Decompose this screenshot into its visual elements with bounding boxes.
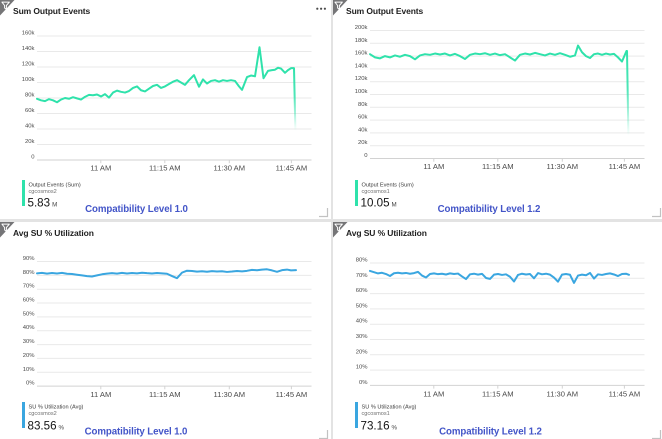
svg-text:Compatibility Level 1.2: Compatibility Level 1.2	[438, 204, 541, 215]
svg-text:80k: 80k	[358, 102, 368, 108]
svg-text:11:15 AM: 11:15 AM	[482, 389, 514, 398]
svg-text:80%: 80%	[23, 269, 36, 275]
svg-text:SU % Utilization (Avg): SU % Utilization (Avg)	[29, 404, 84, 410]
svg-text:11:45 AM: 11:45 AM	[276, 164, 308, 173]
svg-text:50%: 50%	[356, 303, 369, 309]
svg-text:20k: 20k	[25, 139, 35, 145]
svg-text:cgcosmos2: cgcosmos2	[29, 411, 57, 417]
svg-text:Avg SU % Utilization: Avg SU % Utilization	[13, 228, 94, 238]
svg-text:30%: 30%	[356, 334, 369, 340]
svg-text:Avg SU % Utilization: Avg SU % Utilization	[346, 228, 427, 238]
svg-text:0: 0	[364, 153, 368, 159]
svg-text:30%: 30%	[23, 339, 36, 345]
svg-text:11:15 AM: 11:15 AM	[482, 162, 514, 171]
svg-text:10%: 10%	[23, 366, 36, 372]
svg-text:50%: 50%	[23, 311, 36, 317]
svg-text:11 AM: 11 AM	[423, 389, 444, 398]
svg-text:83.56%: 83.56%	[28, 419, 65, 432]
svg-text:73.16%: 73.16%	[361, 419, 398, 432]
svg-text:11:45 AM: 11:45 AM	[609, 162, 641, 171]
svg-text:90%: 90%	[23, 256, 36, 262]
svg-text:20k: 20k	[358, 140, 368, 146]
svg-text:0%: 0%	[359, 379, 368, 385]
svg-text:Compatibility Level 1.0: Compatibility Level 1.0	[85, 204, 188, 215]
svg-text:Compatibility Level 1.0: Compatibility Level 1.0	[85, 426, 188, 437]
svg-text:Output Events (Sum): Output Events (Sum)	[29, 183, 81, 189]
svg-text:11:15 AM: 11:15 AM	[149, 164, 181, 173]
svg-text:180k: 180k	[355, 38, 368, 44]
svg-text:80%: 80%	[356, 257, 369, 263]
svg-text:11 AM: 11 AM	[90, 390, 111, 399]
svg-text:60k: 60k	[25, 108, 35, 114]
svg-text:120k: 120k	[22, 62, 35, 68]
svg-text:cgcosmos2: cgcosmos2	[29, 189, 57, 195]
svg-text:10%: 10%	[356, 364, 369, 370]
svg-text:100k: 100k	[22, 77, 35, 83]
svg-text:60k: 60k	[358, 115, 368, 121]
svg-text:40k: 40k	[358, 127, 368, 133]
svg-text:40%: 40%	[23, 325, 36, 331]
svg-text:Sum Output Events: Sum Output Events	[13, 6, 91, 16]
svg-text:cgcosmos1: cgcosmos1	[362, 411, 390, 417]
svg-text:160k: 160k	[22, 31, 35, 37]
svg-text:70%: 70%	[23, 283, 36, 289]
svg-text:5.83M: 5.83 M	[28, 197, 58, 210]
svg-text:140k: 140k	[22, 46, 35, 52]
svg-text:11 AM: 11 AM	[423, 162, 444, 171]
svg-text:140k: 140k	[355, 63, 368, 69]
svg-text:11:30 AM: 11:30 AM	[214, 164, 246, 173]
svg-text:40%: 40%	[356, 318, 369, 324]
svg-text:11:30 AM: 11:30 AM	[547, 162, 579, 171]
svg-text:Sum Output Events: Sum Output Events	[346, 6, 424, 16]
svg-text:11:30 AM: 11:30 AM	[214, 390, 246, 399]
svg-text:160k: 160k	[355, 51, 368, 57]
svg-text:0: 0	[31, 155, 35, 161]
svg-text:20%: 20%	[356, 349, 369, 355]
svg-text:cgcosmos1: cgcosmos1	[362, 189, 390, 195]
svg-text:100k: 100k	[355, 89, 368, 95]
svg-text:Compatibility Level 1.2: Compatibility Level 1.2	[439, 426, 542, 437]
svg-text:120k: 120k	[355, 76, 368, 82]
svg-text:11:45 AM: 11:45 AM	[276, 390, 308, 399]
svg-text:60%: 60%	[23, 297, 36, 303]
svg-text:11:15 AM: 11:15 AM	[149, 390, 181, 399]
svg-text:200k: 200k	[355, 25, 368, 31]
svg-text:80k: 80k	[25, 93, 35, 99]
svg-text:40k: 40k	[25, 124, 35, 130]
svg-text:11 AM: 11 AM	[90, 164, 111, 173]
svg-text:20%: 20%	[23, 352, 36, 358]
svg-text:60%: 60%	[356, 288, 369, 294]
svg-text:11:45 AM: 11:45 AM	[609, 389, 641, 398]
svg-text:Output Events (Sum): Output Events (Sum)	[362, 183, 414, 189]
svg-text:11:30 AM: 11:30 AM	[547, 389, 579, 398]
svg-text:10.05M: 10.05 M	[361, 197, 397, 210]
svg-text:0%: 0%	[26, 380, 35, 386]
svg-text:70%: 70%	[356, 272, 369, 278]
svg-text:SU % Utilization (Avg): SU % Utilization (Avg)	[362, 404, 417, 410]
